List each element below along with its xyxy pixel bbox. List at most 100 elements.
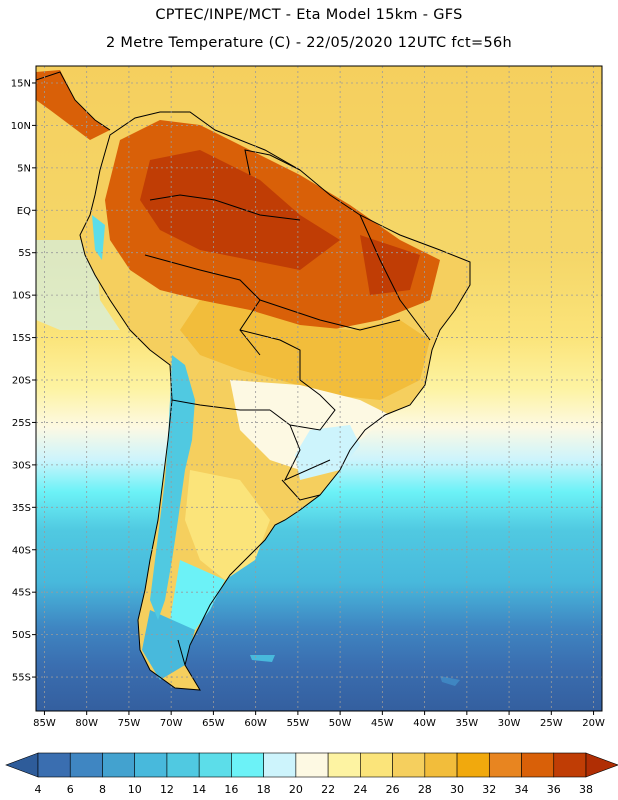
lon-tick-label: 25W <box>540 718 563 729</box>
colorbar-bin <box>553 752 587 778</box>
lat-tick-label: 15S <box>12 333 31 344</box>
lat-tick-label: 5N <box>17 163 31 174</box>
colorbar-label: 6 <box>67 783 74 796</box>
border-tierra-del-fuego <box>177 639 186 666</box>
lon-tick-label: 85W <box>33 718 56 729</box>
colorbar-bin <box>488 752 522 778</box>
country-borders <box>36 71 471 691</box>
colorbar-label: 32 <box>482 783 496 796</box>
lat-tick-label: 10N <box>11 121 31 132</box>
colorbar-under-arrow <box>5 752 39 778</box>
colorbar-bin <box>102 752 136 778</box>
lat-tick-label: 40S <box>12 545 31 556</box>
lon-tick-label: 35W <box>456 718 479 729</box>
colorbar-label: 24 <box>353 783 367 796</box>
amazon-hottest-core <box>140 150 340 270</box>
lon-tick-label: 40W <box>413 718 436 729</box>
border-brazil-states-center <box>259 299 401 331</box>
border-guianas <box>244 149 301 176</box>
lon-tick-label: 70W <box>160 718 183 729</box>
colorbar-bin <box>263 752 297 778</box>
lon-tick-label: 80W <box>75 718 98 729</box>
lat-tick-label: 10S <box>12 291 31 302</box>
lat-tick-label: EQ <box>17 206 31 217</box>
colorbar-label: 10 <box>128 783 142 796</box>
border-rio-plata <box>281 479 321 501</box>
border-peru-brazil <box>144 254 261 356</box>
border-chile-argentina-north <box>171 399 270 411</box>
lat-tick-label: 35S <box>12 503 31 514</box>
colorbar-bin <box>424 752 458 778</box>
colorbar: 4 6 8 10 12 14 16 18 20 22 24 26 28 30 32 34 36 38 <box>5 752 618 796</box>
colorbar-label: 38 <box>579 783 593 796</box>
colorbar-bin <box>198 752 232 778</box>
colorbar-label: 16 <box>224 783 238 796</box>
lon-tick-label: 45W <box>371 718 394 729</box>
south-brazil-mild <box>230 380 390 470</box>
colorbar-label: 20 <box>289 783 303 796</box>
colorbar-label: 4 <box>35 783 42 796</box>
lat-tick-label: 30S <box>12 460 31 471</box>
lat-tick-label: 20S <box>12 376 31 387</box>
border-brazil-states-ne <box>359 214 431 341</box>
longitude-labels: 85W 80W 75W 70W 65W 60W 55W 50W 45W 40W 35W 30W 25W 2… <box>33 711 605 729</box>
patagonia-cold <box>142 610 195 680</box>
lat-tick-label: 15N <box>11 78 31 89</box>
colorbar-label: 30 <box>450 783 464 796</box>
colorbar-over-arrow <box>585 752 618 778</box>
pacific-cool-tongue <box>36 240 120 330</box>
lat-tick-label: 45S <box>12 588 31 599</box>
falkland-islands <box>250 655 275 662</box>
colorbar-label: 34 <box>515 783 529 796</box>
colorbar-bin <box>134 752 168 778</box>
colorbar-bin <box>231 752 264 778</box>
border-colombia-brazil <box>149 194 301 221</box>
colorbar-bin <box>69 752 103 778</box>
lat-tick-label: 25S <box>12 418 31 429</box>
south-georgia <box>440 676 460 686</box>
andes-cold-south <box>150 355 195 620</box>
andes-cold-north <box>92 215 105 260</box>
lat-tick-label: 50S <box>12 630 31 641</box>
colorbar-bin <box>327 752 361 778</box>
colorbar-label: 26 <box>386 783 400 796</box>
colorbar-label: 8 <box>99 783 106 796</box>
colorbar-label: 14 <box>192 783 206 796</box>
lon-tick-label: 60W <box>244 718 267 729</box>
grid-lines <box>36 66 602 711</box>
colorbar-label: 28 <box>418 783 432 796</box>
latitude-labels: 15N 10N 5N EQ 5S 10S 15S 20S 25S 30S 35S 40S 45S 50S 5… <box>11 78 36 684</box>
title-line-2: 2 Metre Temperature (C) - 22/05/2020 12U… <box>105 35 512 51</box>
colorbar-bin <box>37 752 71 778</box>
lon-tick-label: 75W <box>118 718 141 729</box>
lon-tick-label: 50W <box>329 718 352 729</box>
lon-tick-label: 55W <box>287 718 310 729</box>
colorbar-bin <box>360 752 393 778</box>
colorbar-label: 22 <box>321 783 335 796</box>
colorbar-bin <box>295 752 329 778</box>
colorbar-label: 18 <box>257 783 271 796</box>
northeast-hot-core <box>360 235 420 295</box>
colorbar-bin <box>456 752 490 778</box>
map-field <box>36 66 602 711</box>
colorbar-label: 12 <box>160 783 174 796</box>
central-brazil-warm <box>180 300 430 400</box>
lon-tick-label: 30W <box>498 718 521 729</box>
south-brazil-cool <box>295 425 360 480</box>
central-america-coast <box>36 71 111 131</box>
lat-tick-label: 55S <box>12 673 31 684</box>
lon-tick-label: 20W <box>582 718 605 729</box>
continent-outline <box>79 111 471 691</box>
map-frame <box>35 65 603 712</box>
lat-tick-label: 5S <box>18 248 31 259</box>
colorbar-label: 36 <box>547 783 561 796</box>
patagonia-cool <box>170 560 225 630</box>
argentina-warm <box>185 470 270 580</box>
lon-tick-label: 65W <box>202 718 225 729</box>
colorbar-bin <box>392 752 426 778</box>
colorbar-bin <box>166 752 200 778</box>
border-bolivia-brazil <box>239 329 301 380</box>
central-america-land <box>36 70 110 140</box>
title-line-1: CPTEC/INPE/MCT - Eta Model 15km - GFS <box>155 7 463 23</box>
